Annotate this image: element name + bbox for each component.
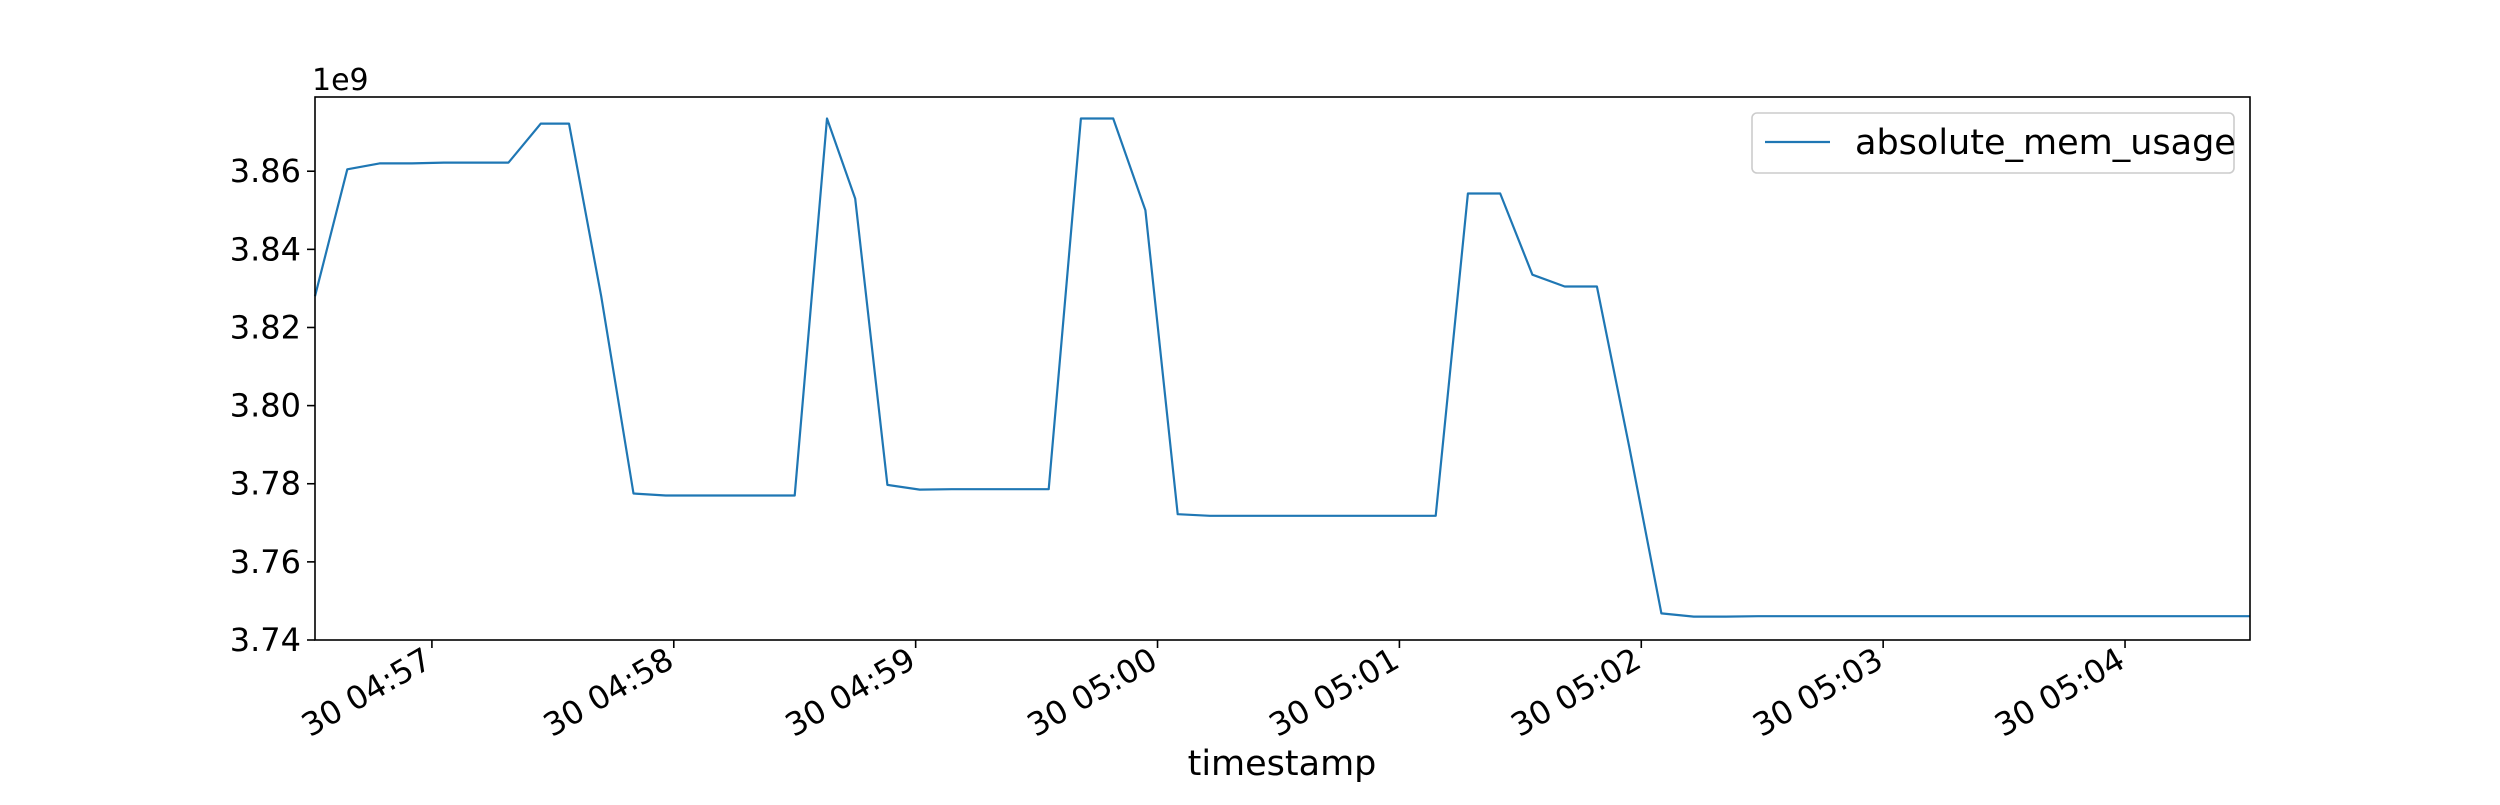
plot-area bbox=[315, 97, 2250, 640]
x-tick-label: 30 05:00 bbox=[1021, 640, 1164, 744]
legend-label: absolute_mem_usage bbox=[1855, 123, 2236, 163]
y-tick-label: 3.80 bbox=[230, 387, 301, 425]
y-axis: 3.74 3.76 3.78 3.80 3.82 3.84 3.86 bbox=[230, 152, 315, 659]
x-tick-label: 30 05:03 bbox=[1746, 640, 1889, 744]
y-tick-label: 3.78 bbox=[230, 465, 301, 503]
y-offset-label: 1e9 bbox=[312, 63, 369, 98]
y-tick-label: 3.74 bbox=[230, 621, 301, 659]
plot-frame bbox=[314, 96, 2251, 641]
x-tick-label: 30 05:01 bbox=[1262, 640, 1405, 744]
series-line-0 bbox=[313, 117, 2250, 618]
y-tick-label: 3.86 bbox=[230, 152, 301, 190]
y-tick-label: 3.82 bbox=[230, 308, 301, 346]
legend: absolute_mem_usage bbox=[1751, 112, 2236, 174]
x-axis: 30 04:57 30 04:58 30 04:59 30 05:00 30 05:01… bbox=[295, 640, 2131, 744]
x-tick-label: 30 04:59 bbox=[779, 640, 922, 744]
y-tick-label: 3.76 bbox=[230, 543, 301, 581]
x-tick-label: 30 04:57 bbox=[295, 640, 438, 744]
y-tick-label: 3.84 bbox=[230, 230, 301, 268]
x-tick-label: 30 05:04 bbox=[1988, 640, 2131, 744]
x-tick-label: 30 04:58 bbox=[537, 640, 680, 744]
x-axis-label: timestamp bbox=[1188, 744, 1377, 784]
series-layer bbox=[313, 117, 2250, 618]
legend-box bbox=[1751, 112, 2235, 174]
x-tick-label: 30 05:02 bbox=[1504, 640, 1647, 744]
